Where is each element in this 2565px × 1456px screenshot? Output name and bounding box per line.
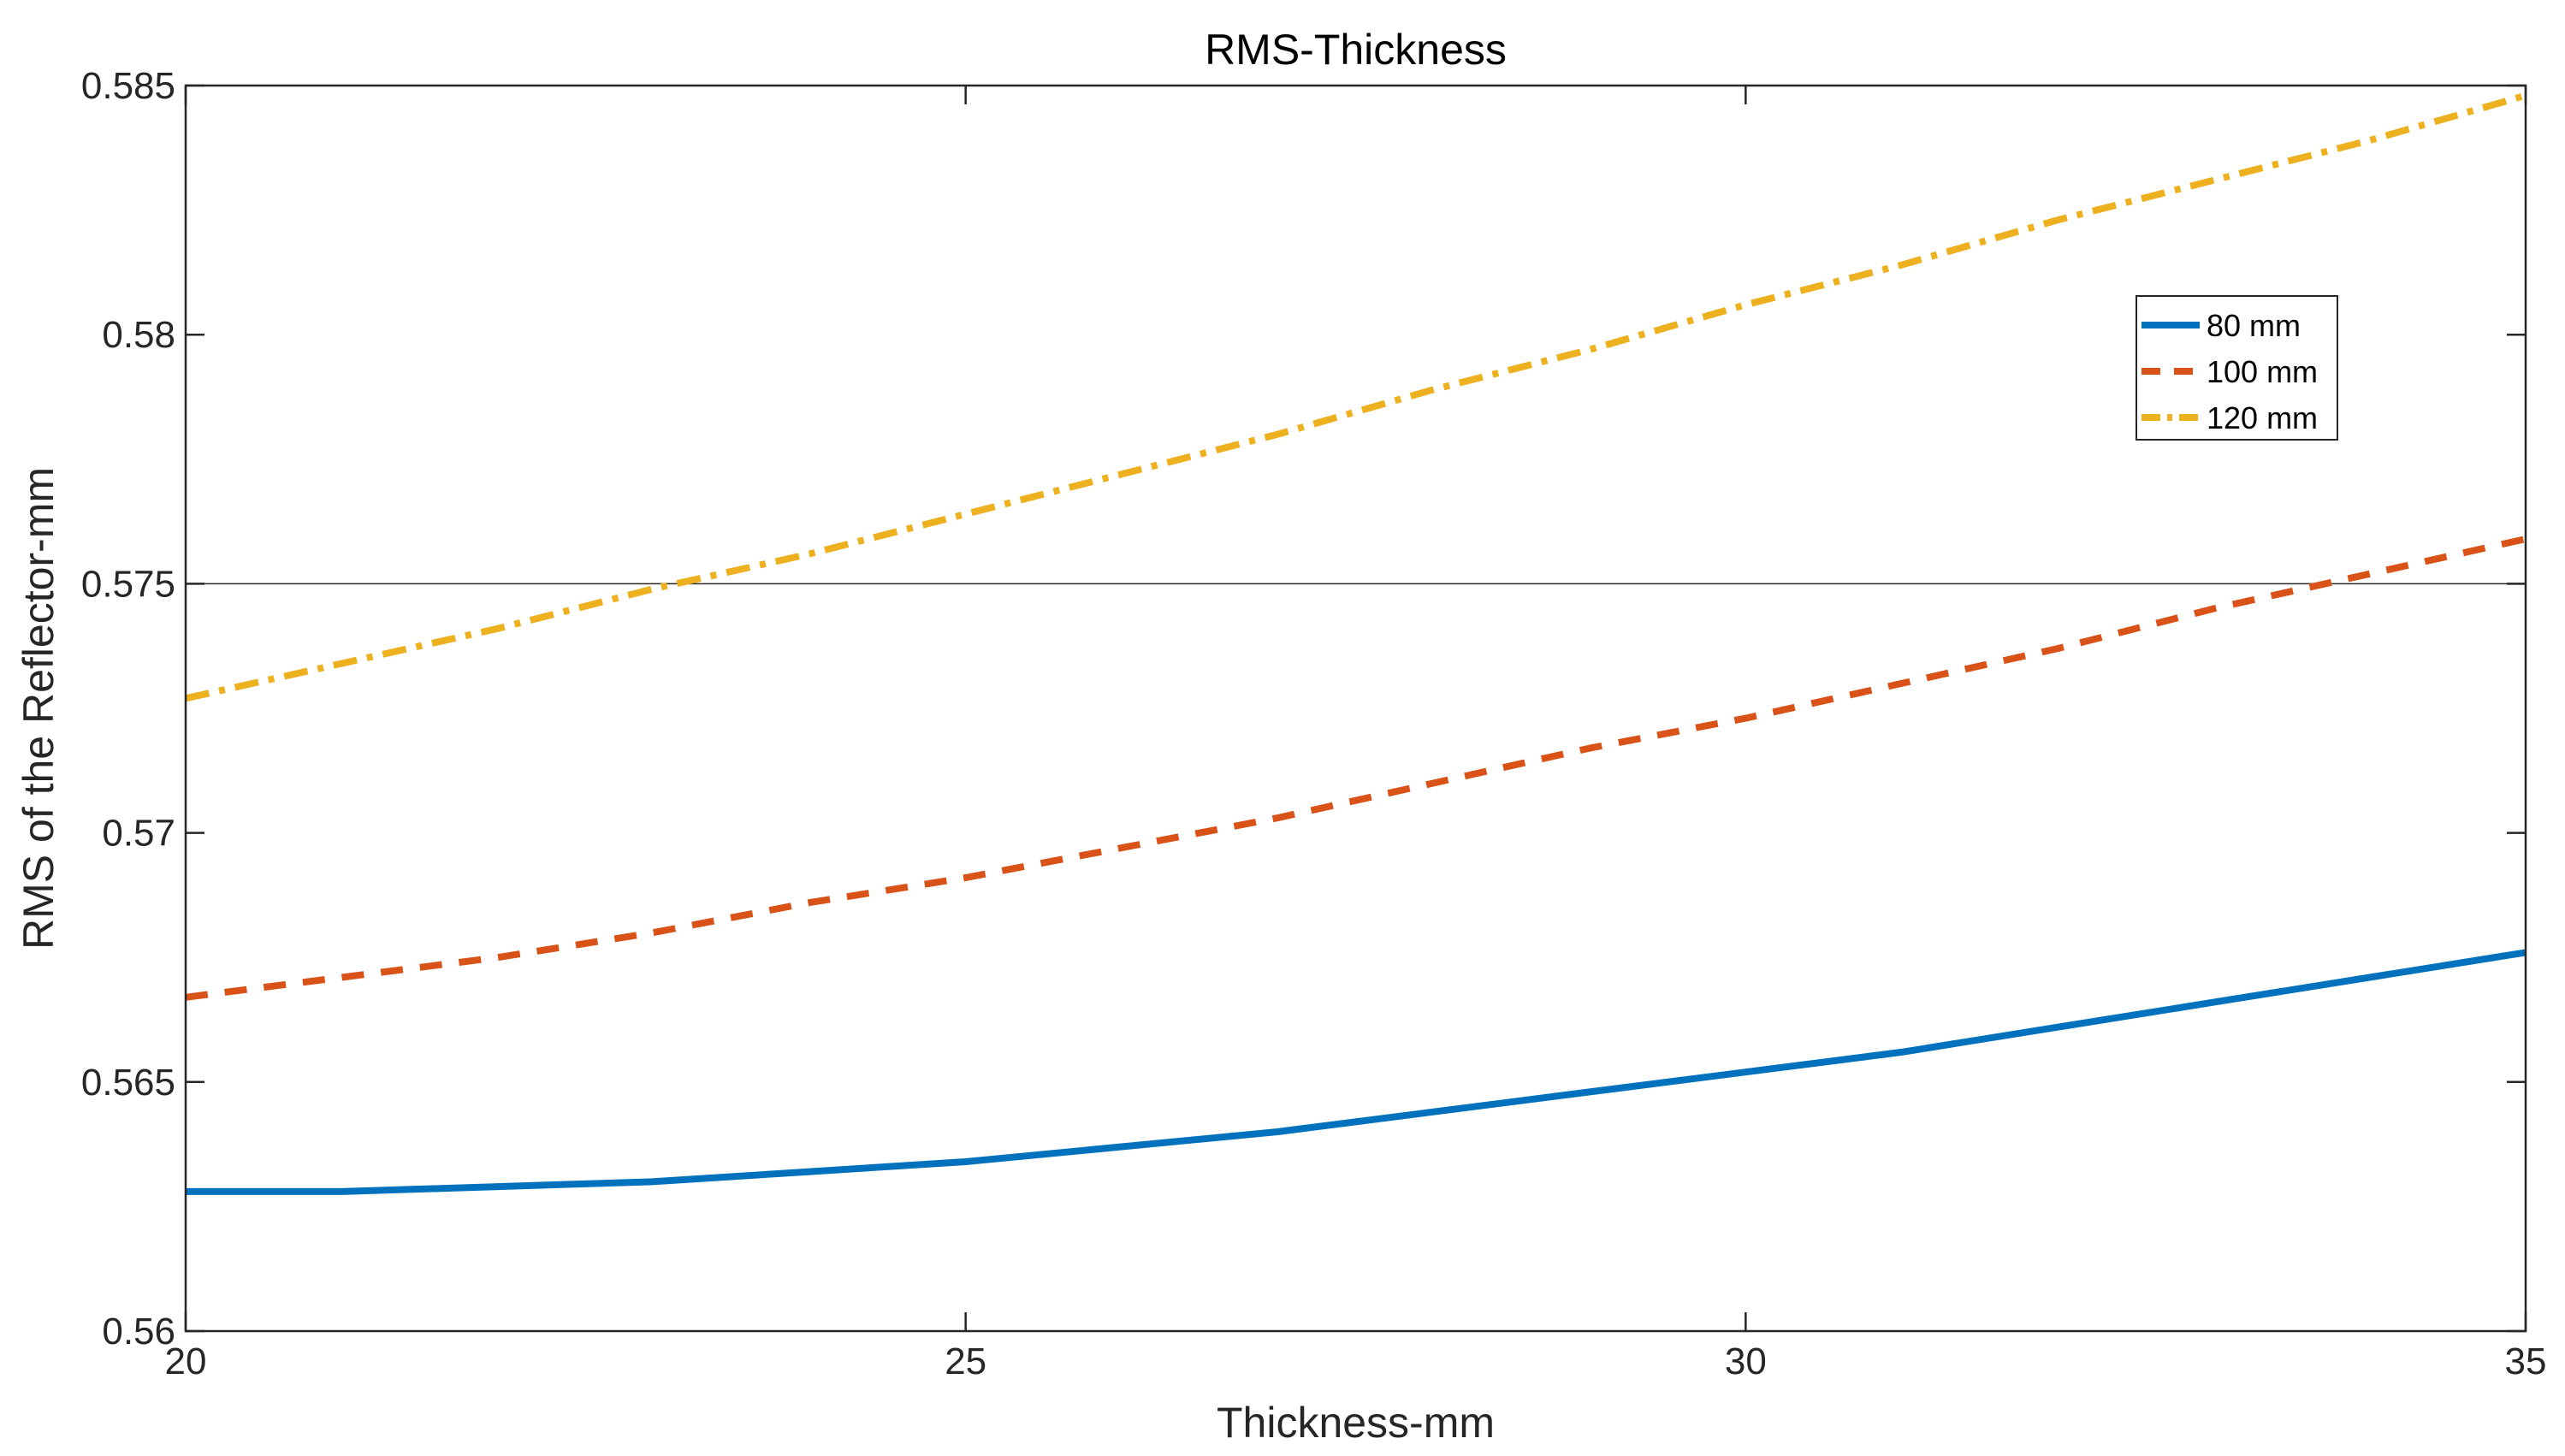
y-axis-title: RMS of the Reflector-mm: [15, 467, 62, 950]
y-tick-label: 0.585: [81, 65, 175, 107]
plot-area-background: [186, 86, 2526, 1331]
y-tick-label: 0.58: [102, 314, 175, 356]
series-line-100mm: [185, 536, 2526, 1001]
x-tick-label: 35: [2505, 1341, 2547, 1382]
x-axis-title: Thickness-mm: [1217, 1399, 1495, 1447]
legend-box: [2136, 295, 2338, 441]
legend-label-120mm: 120 mm: [2207, 400, 2318, 435]
legend-label-100mm: 100 mm: [2207, 354, 2318, 389]
y-tick-label: 0.57: [102, 813, 175, 855]
tick-labels: 20 25 30 35 0.56 0.565 0.57 0.575 0.58 0.585: [81, 65, 2547, 1382]
legend: 80 mm 100 mm 120 mm: [2136, 295, 2338, 441]
chart-title: RMS-Thickness: [1205, 26, 1507, 74]
x-tick-label: 30: [1725, 1341, 1767, 1382]
legend-label-80mm: 80 mm: [2207, 308, 2301, 343]
x-tick-label: 25: [945, 1341, 986, 1382]
plot-frame: [184, 84, 2527, 1333]
series-line-80mm: [186, 949, 2526, 1195]
y-tick-label: 0.56: [102, 1311, 175, 1352]
y-tick-label: 0.575: [81, 563, 175, 605]
y-tick-label: 0.565: [81, 1062, 175, 1104]
series-layer: [185, 92, 2527, 1195]
x-tick-label: 20: [165, 1341, 207, 1382]
